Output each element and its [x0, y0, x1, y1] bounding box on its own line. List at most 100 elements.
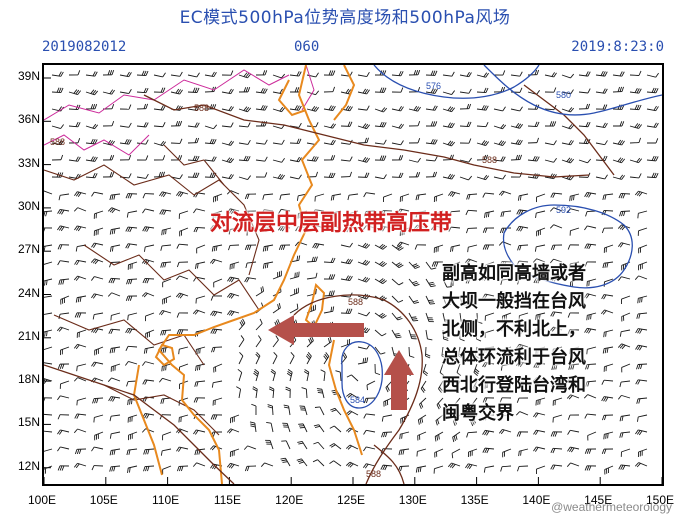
- wind-barb: [57, 225, 70, 232]
- wind-barb: [281, 440, 291, 450]
- wind-barb: [499, 295, 512, 301]
- wind-barb: [442, 106, 456, 113]
- wind-barb: [316, 388, 325, 399]
- province-border-northwest: [44, 134, 150, 156]
- wind-barb: [285, 386, 291, 399]
- lon-tick-label: 115E: [213, 493, 241, 507]
- wind-barb: [618, 242, 631, 248]
- wind-barb: [278, 225, 291, 232]
- wind-barb: [221, 140, 235, 146]
- wind-barb: [91, 361, 104, 367]
- lon-tick-label: 125E: [336, 493, 366, 507]
- wind-barb: [323, 139, 336, 146]
- wind-barb: [391, 295, 404, 303]
- wind-barb: [286, 369, 293, 382]
- wind-barb: [584, 465, 597, 471]
- wind-barb: [578, 158, 592, 164]
- wind-barb: [230, 414, 240, 424]
- wind-barb: [433, 193, 444, 202]
- wind-barb: [119, 154, 132, 161]
- wind-barb: [458, 346, 464, 359]
- wind-barb: [516, 361, 529, 367]
- wind-barb: [601, 209, 614, 216]
- wind-barb: [415, 465, 427, 473]
- wind-barb: [435, 414, 444, 426]
- wind-barb: [179, 363, 189, 373]
- coast-vietnam: [132, 364, 163, 476]
- lon-tick-label: 120E: [275, 493, 304, 507]
- wind-barb: [601, 448, 614, 454]
- wind-barb: [228, 227, 240, 235]
- wind-barb: [357, 105, 370, 111]
- wind-barb: [570, 295, 580, 305]
- lat-tick-label: 27N: [17, 242, 40, 257]
- subtropical-high-contours: [44, 84, 615, 484]
- wind-barb: [93, 227, 104, 236]
- wind-barb: [619, 414, 631, 422]
- wind-barb: [252, 386, 258, 399]
- wind-barb: [617, 343, 631, 350]
- wind-barb: [586, 278, 597, 287]
- wind-barb: [58, 193, 70, 201]
- wind-barb: [210, 328, 223, 335]
- wind-barb: [500, 278, 512, 285]
- wind-barb: [160, 397, 172, 404]
- wind-barb: [340, 258, 353, 265]
- wind-barb: [44, 295, 53, 298]
- wind-barb: [391, 87, 404, 93]
- wind-barb: [422, 363, 429, 377]
- wind-barb: [551, 380, 563, 387]
- wind-barb: [567, 208, 580, 214]
- wind-barb: [340, 105, 353, 112]
- wind-barb: [408, 329, 417, 340]
- wind-barb: [272, 106, 286, 113]
- lon-tick-label: 110E: [152, 493, 180, 507]
- wind-barb: [459, 138, 472, 144]
- wind-barb: [366, 380, 376, 391]
- wind-barb: [119, 139, 132, 145]
- wind-barb: [636, 363, 648, 370]
- wind-barb: [499, 260, 512, 267]
- wind-barb: [408, 121, 421, 127]
- wind-barb: [374, 121, 387, 128]
- wind-barb: [533, 412, 546, 418]
- wind-barb: [484, 329, 495, 338]
- wind-barb: [380, 464, 393, 471]
- wind-barb: [51, 139, 64, 146]
- wind-barb: [629, 104, 642, 111]
- wind-barb: [221, 70, 234, 76]
- wind-barb: [442, 140, 456, 147]
- wind-barb: [255, 351, 261, 365]
- wind-barb: [527, 173, 540, 179]
- wind-barb: [357, 156, 370, 163]
- wind-barb: [425, 121, 438, 127]
- wind-barb: [476, 140, 490, 146]
- wind-barb: [459, 88, 472, 94]
- wind-barb: [221, 173, 234, 180]
- wind-barb: [391, 261, 404, 268]
- wind-barb: [544, 157, 557, 163]
- annotation-arrows: [268, 315, 414, 410]
- wind-barb: [493, 156, 506, 162]
- wind-barb: [85, 138, 98, 145]
- wind-barb: [127, 261, 138, 270]
- map-canvas: 576 580 592 584 588 588 588 588 588 588: [44, 65, 662, 484]
- wind-barb: [431, 225, 444, 231]
- wind-barb: [551, 363, 563, 370]
- label-588-a: 588: [194, 103, 209, 113]
- wind-barb: [636, 312, 648, 319]
- wind-barb: [109, 193, 121, 201]
- wind-barb: [374, 155, 387, 161]
- wind-barb: [408, 261, 420, 269]
- wind-barb: [364, 210, 376, 217]
- wind-barb: [452, 431, 461, 443]
- wind-barb: [470, 414, 478, 427]
- wind-barb: [473, 363, 480, 377]
- lat-tick-label: 12N: [17, 458, 40, 473]
- wind-barb: [102, 155, 115, 161]
- wind-barb: [289, 271, 300, 280]
- wind-barb: [323, 70, 336, 76]
- wind-barb: [323, 105, 336, 111]
- wind-barb: [340, 308, 353, 314]
- wind-barb: [107, 207, 121, 214]
